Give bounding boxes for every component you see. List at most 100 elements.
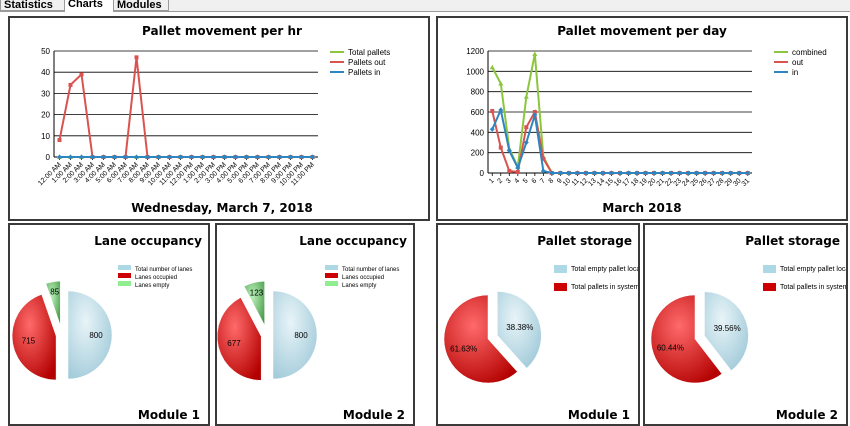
slice-label: 715 (22, 337, 36, 346)
x-tick-label: 7 (539, 177, 547, 185)
x-tick-label: 23 (673, 177, 684, 188)
data-point (507, 168, 512, 173)
data-point (643, 170, 649, 176)
x-tick-label: 29 (724, 177, 735, 188)
chart-pallet-movement-per-day: Pallet movement per day March 2018 0 200 400… (466, 24, 826, 215)
slice-label: 85 (50, 288, 59, 297)
data-point (524, 125, 529, 130)
data-point (189, 154, 194, 160)
series-line-0 (491, 53, 748, 174)
data-point (660, 170, 666, 176)
x-tick-label: 26 (698, 177, 709, 188)
data-point (68, 154, 73, 160)
x-tick-label: 22 (664, 177, 675, 188)
slice-label: 800 (89, 331, 103, 340)
data-point (506, 148, 512, 154)
legend-swatch (325, 265, 338, 270)
legend-label: out (792, 58, 804, 67)
data-point (79, 154, 84, 160)
x-tick-label: 6 (531, 177, 539, 185)
legend-label: Lanes empty (342, 283, 376, 289)
chart-title: Pallet movement per day (557, 24, 727, 38)
x-tick-label: 28 (715, 177, 726, 188)
x-tick-label: 4 (514, 177, 522, 185)
x-tick-label: 9 (556, 177, 564, 185)
legend-label: Pallets out (348, 58, 386, 67)
chart-subtitle: March 2018 (602, 201, 681, 215)
data-point (200, 154, 205, 160)
data-point (540, 168, 546, 174)
data-point (608, 170, 614, 176)
y-tick-label: 600 (471, 108, 485, 117)
data-point (489, 126, 495, 132)
data-point (266, 154, 271, 160)
x-tick-label: 24 (681, 177, 692, 188)
legend-label: in (792, 68, 798, 77)
chart-title: Pallet movement per hr (142, 24, 302, 38)
data-point (68, 82, 73, 87)
slice-label: 61.63% (450, 344, 477, 353)
chart-title: Pallet storage (745, 234, 840, 248)
chart-title: Lane occupancy (299, 234, 407, 248)
legend-swatch (554, 265, 567, 273)
tab-charts[interactable]: Charts (64, 0, 114, 12)
data-point (515, 169, 520, 174)
y-tick-label: 40 (41, 68, 50, 77)
chart-subtitle: Wednesday, March 7, 2018 (131, 201, 313, 215)
x-tick-label: 11 (571, 177, 581, 187)
data-point (694, 170, 700, 176)
data-point (156, 154, 161, 160)
x-tick-label: 20 (647, 177, 658, 188)
x-tick-label: 5 (522, 177, 530, 185)
data-point (233, 154, 238, 160)
data-point (211, 154, 216, 160)
pie-slice (217, 297, 262, 381)
data-point (134, 55, 139, 60)
data-point (523, 94, 529, 99)
data-point (145, 154, 150, 160)
data-point (277, 154, 282, 160)
slice-label: 800 (294, 331, 308, 340)
legend-label: Total number of lanes (342, 267, 399, 273)
legend-swatch (554, 283, 567, 291)
pie-slice (443, 294, 518, 384)
chart-subtitle: Module 2 (776, 408, 838, 422)
data-point (90, 154, 95, 160)
data-point (244, 154, 249, 160)
x-tick-label: 27 (707, 177, 718, 188)
chart-subtitle: Module 1 (138, 408, 200, 422)
pie-slice (272, 290, 318, 380)
legend-label: Total empty pallet locations (571, 266, 638, 273)
y-tick-label: 800 (471, 88, 485, 97)
y-tick-label: 0 (480, 169, 485, 178)
data-point (112, 154, 117, 160)
x-tick-label: 2 (496, 177, 504, 185)
data-point (532, 110, 537, 114)
data-point (566, 170, 572, 176)
data-point (583, 170, 589, 176)
x-tick-label: 1 (488, 177, 496, 185)
data-point (736, 170, 742, 176)
data-point (490, 108, 495, 113)
legend-label: Total pallets in system (780, 284, 846, 291)
legend-label: Total pallets in system (571, 284, 638, 291)
chart-pallet-storage-module-2: Pallet storage Module 2 Total empty pallet… (650, 234, 846, 422)
data-point (515, 165, 521, 171)
data-point (719, 170, 725, 176)
legend-label: Total pallets (348, 48, 390, 57)
tab-statistics[interactable]: Statistics (0, 0, 65, 11)
legend-swatch (118, 281, 131, 286)
chart-title: Pallet storage (537, 234, 632, 248)
tab-modules[interactable]: Modules (113, 0, 169, 11)
data-point (600, 170, 606, 176)
x-tick-label: 3 (505, 177, 513, 185)
data-point (745, 170, 751, 176)
pie-slice (704, 291, 749, 371)
panel-lane-occupancy-module-2: Lane occupancy Module 2 Total number of la… (215, 223, 415, 426)
chart-title: Lane occupancy (94, 234, 202, 248)
data-point (57, 138, 62, 143)
slice-label: 677 (227, 339, 241, 348)
series-line-1 (491, 109, 748, 174)
data-point (557, 170, 563, 176)
data-point (101, 154, 106, 160)
